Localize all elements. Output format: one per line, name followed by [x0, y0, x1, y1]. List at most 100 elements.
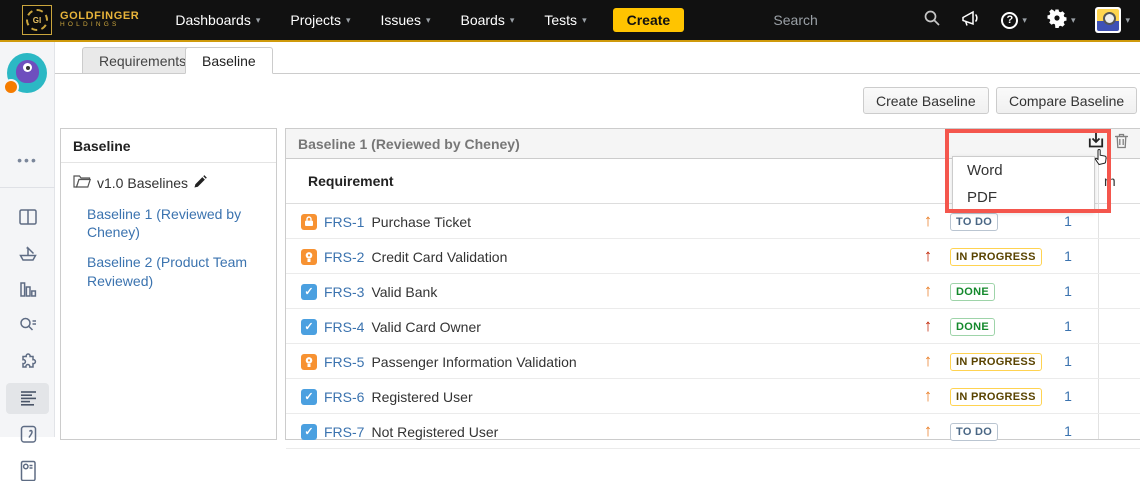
user-avatar	[1095, 7, 1122, 33]
help-menu[interactable]: ? ▾	[1001, 11, 1027, 29]
requirements-lines-icon	[20, 391, 36, 406]
folder-label: v1.0 Baselines	[97, 174, 189, 191]
bulb-issue-type-icon	[301, 248, 317, 265]
user-profile-menu[interactable]: ▾	[1095, 7, 1130, 33]
chevron-down-icon: ▾	[1125, 14, 1130, 25]
compare-baseline-button[interactable]: Compare Baseline	[996, 87, 1138, 114]
brand-logo-icon: GI	[22, 5, 52, 35]
sidebar-item-board[interactable]	[0, 202, 55, 232]
chevron-down-icon: ▾	[345, 14, 351, 25]
delete-trash-icon[interactable]	[1114, 132, 1129, 154]
project-avatar[interactable]	[3, 53, 47, 95]
status-badge: DONE	[950, 318, 995, 336]
announcement-megaphone-icon[interactable]	[961, 9, 981, 32]
navbar-accent-line	[0, 40, 1140, 42]
issue-key-link[interactable]: FRS-2	[324, 248, 365, 265]
item-count-link[interactable]: 1	[1064, 318, 1072, 334]
priority-high-icon: ↑	[923, 211, 933, 230]
bulb-issue-type-icon	[301, 353, 317, 370]
detail-panel-header: Baseline 1 (Reviewed by Cheney)	[286, 129, 1140, 159]
chevron-down-icon: ▾	[425, 14, 431, 25]
column-separator	[1098, 160, 1099, 439]
sidebar-item-addons[interactable]	[0, 346, 55, 376]
issue-summary: Not Registered User	[371, 423, 499, 440]
table-row: ✓ FRS-7 Not Registered User ↑ TO DO 1	[286, 414, 1140, 449]
brand-subtitle: HOLDINGS	[60, 21, 120, 29]
task-issue-type-icon: ✓	[301, 283, 317, 300]
baseline-link-2[interactable]: Baseline 2 (Product Team Reviewed)	[87, 254, 248, 289]
main-menu: Dashboards ▾ Projects ▾ Issues ▾ Boards ▾ Te…	[175, 12, 586, 28]
export-word-option[interactable]: Word	[967, 162, 1003, 179]
item-count-link[interactable]: 1	[1064, 283, 1072, 299]
priority-high-icon: ↑	[923, 421, 933, 440]
menu-issues[interactable]: Issues ▾	[380, 12, 431, 28]
search-icon[interactable]	[923, 9, 941, 32]
issue-key-link[interactable]: FRS-1	[324, 213, 365, 230]
issue-key-link[interactable]: FRS-7	[324, 423, 365, 440]
create-button[interactable]: Create	[612, 8, 685, 32]
chevron-down-icon: ▾	[1022, 14, 1027, 25]
gear-icon	[1047, 8, 1067, 33]
baseline-link-1[interactable]: Baseline 1 (Reviewed by Cheney)	[87, 206, 242, 241]
menu-dashboards[interactable]: Dashboards ▾	[175, 12, 261, 28]
chevron-down-icon: ▾	[582, 14, 587, 25]
baseline-folder-row[interactable]: v1.0 Baselines	[61, 163, 276, 193]
panel-divider	[61, 162, 276, 163]
sidebar-item-releases[interactable]	[0, 238, 55, 268]
sidebar-divider	[0, 187, 55, 188]
puzzle-icon	[21, 353, 36, 368]
table-row: ✓ FRS-4 Valid Card Owner ↑ DONE 1	[286, 309, 1140, 344]
item-count-link[interactable]: 1	[1064, 248, 1072, 264]
issue-summary: Valid Bank	[371, 283, 438, 300]
sidebar-item-report-doc[interactable]	[0, 455, 55, 485]
issue-summary: Credit Card Validation	[371, 248, 508, 265]
ship-icon	[18, 246, 37, 261]
task-issue-type-icon: ✓	[301, 318, 317, 335]
help-icon: ?	[1001, 11, 1019, 29]
issue-key-link[interactable]: FRS-5	[324, 353, 365, 370]
bar-chart-icon	[19, 282, 36, 297]
brand-name: GOLDFINGER	[60, 9, 140, 22]
menu-projects[interactable]: Projects ▾	[290, 12, 351, 28]
priority-highest-icon: ↑	[923, 246, 933, 265]
menu-tests[interactable]: Tests ▾	[544, 12, 587, 28]
more-icon[interactable]: •••	[17, 152, 38, 168]
issue-summary: Valid Card Owner	[371, 318, 481, 335]
sidebar-item-reports[interactable]	[0, 274, 55, 304]
sidebar-item-requirements[interactable]	[0, 383, 55, 413]
priority-high-icon: ↑	[923, 281, 933, 300]
table-row: FRS-5 Passenger Information Validation ↑…	[286, 344, 1140, 379]
menu-boards[interactable]: Boards ▾	[460, 12, 515, 28]
table-row: FRS-2 Credit Card Validation ↑ IN PROGRE…	[286, 239, 1140, 274]
issue-key-link[interactable]: FRS-3	[324, 283, 365, 300]
export-download-icon[interactable]	[1087, 131, 1105, 154]
priority-high-icon: ↑	[923, 351, 933, 370]
brand-monogram: GI	[32, 15, 42, 25]
create-baseline-button[interactable]: Create Baseline	[863, 87, 989, 114]
pages-icon	[20, 425, 36, 443]
chevron-down-icon: ▾	[1070, 14, 1076, 25]
table-row: FRS-1 Purchase Ticket ↑ TO DO 1	[286, 204, 1140, 239]
issue-summary: Purchase Ticket	[371, 213, 472, 230]
item-count-link[interactable]: 1	[1064, 213, 1072, 229]
issue-key-link[interactable]: FRS-4	[324, 318, 365, 335]
task-issue-type-icon: ✓	[301, 423, 317, 440]
settings-menu[interactable]: ▾	[1047, 8, 1076, 33]
sidebar-item-pages[interactable]	[0, 419, 55, 449]
search-list-icon	[19, 317, 36, 331]
issue-key-link[interactable]: FRS-6	[324, 388, 365, 405]
item-count-link[interactable]: 1	[1064, 353, 1072, 369]
item-count-link[interactable]: 1	[1064, 388, 1072, 404]
issue-summary: Registered User	[371, 388, 473, 405]
tab-requirements[interactable]: Requirements	[82, 47, 204, 74]
sidebar-item-issue-search[interactable]	[0, 310, 55, 340]
search-input[interactable]	[773, 12, 904, 28]
item-count-link[interactable]: 1	[1064, 423, 1072, 439]
issue-summary: Passenger Information Validation	[371, 353, 577, 370]
detail-panel-title: Baseline 1 (Reviewed by Cheney)	[298, 135, 520, 152]
export-pdf-option[interactable]: PDF	[967, 189, 997, 206]
tab-baseline[interactable]: Baseline	[185, 47, 273, 74]
brand-logo[interactable]: GI GOLDFINGER HOLDINGS	[22, 5, 139, 35]
chevron-down-icon: ▾	[255, 14, 261, 25]
edit-pencil-icon[interactable]	[194, 174, 207, 191]
